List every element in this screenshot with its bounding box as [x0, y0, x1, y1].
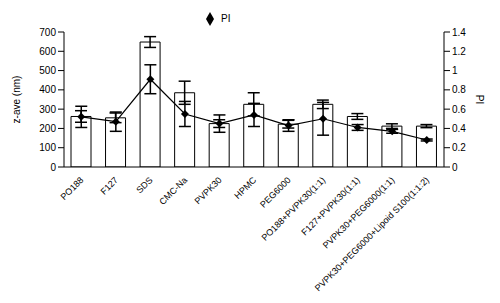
svg-text:0.8: 0.8: [452, 84, 466, 95]
svg-text:0.6: 0.6: [452, 104, 466, 115]
html-text:z-ave: z-ave: [258, 12, 283, 24]
svg-text:1.2: 1.2: [452, 46, 466, 57]
svg-text:500: 500: [39, 65, 56, 76]
svg-text:CMC-Na: CMC-Na: [157, 175, 189, 207]
svg-text:700: 700: [39, 27, 56, 38]
svg-text:0: 0: [50, 162, 56, 173]
svg-text:100: 100: [39, 142, 56, 153]
svg-text:F127: F127: [98, 175, 120, 197]
svg-text:SDS: SDS: [134, 175, 154, 195]
svg-text:300: 300: [39, 104, 56, 115]
svg-text:0: 0: [452, 162, 458, 173]
html-text:PI: PI: [221, 12, 231, 24]
svg-text:400: 400: [39, 84, 56, 95]
svg-text:200: 200: [39, 123, 56, 134]
svg-text:z-ave (nm): z-ave (nm): [11, 76, 22, 124]
svg-text:PEG6000: PEG6000: [258, 175, 293, 210]
svg-text:600: 600: [39, 46, 56, 57]
svg-text:0.2: 0.2: [452, 142, 466, 153]
svg-text:1: 1: [452, 65, 458, 76]
svg-text:1.4: 1.4: [452, 27, 466, 38]
svg-text:PVPK30+PEG6000(1:1): PVPK30+PEG6000(1:1): [320, 175, 397, 251]
svg-text:F127+PVPK30(1:1): F127+PVPK30(1:1): [299, 175, 361, 237]
svg-text:PVPK30: PVPK30: [193, 175, 224, 206]
svg-text:PI: PI: [474, 95, 485, 104]
svg-text:PO188+PVPK30(1:1): PO188+PVPK30(1:1): [260, 175, 328, 243]
svg-text:HPMC: HPMC: [232, 175, 258, 201]
svg-text:0.4: 0.4: [452, 123, 466, 134]
svg-text:PVPK30+PEG6000+Lipoid S100(1:1: PVPK30+PEG6000+Lipoid S100(1:1:2): [313, 175, 431, 293]
svg-text:PO188: PO188: [59, 175, 86, 202]
